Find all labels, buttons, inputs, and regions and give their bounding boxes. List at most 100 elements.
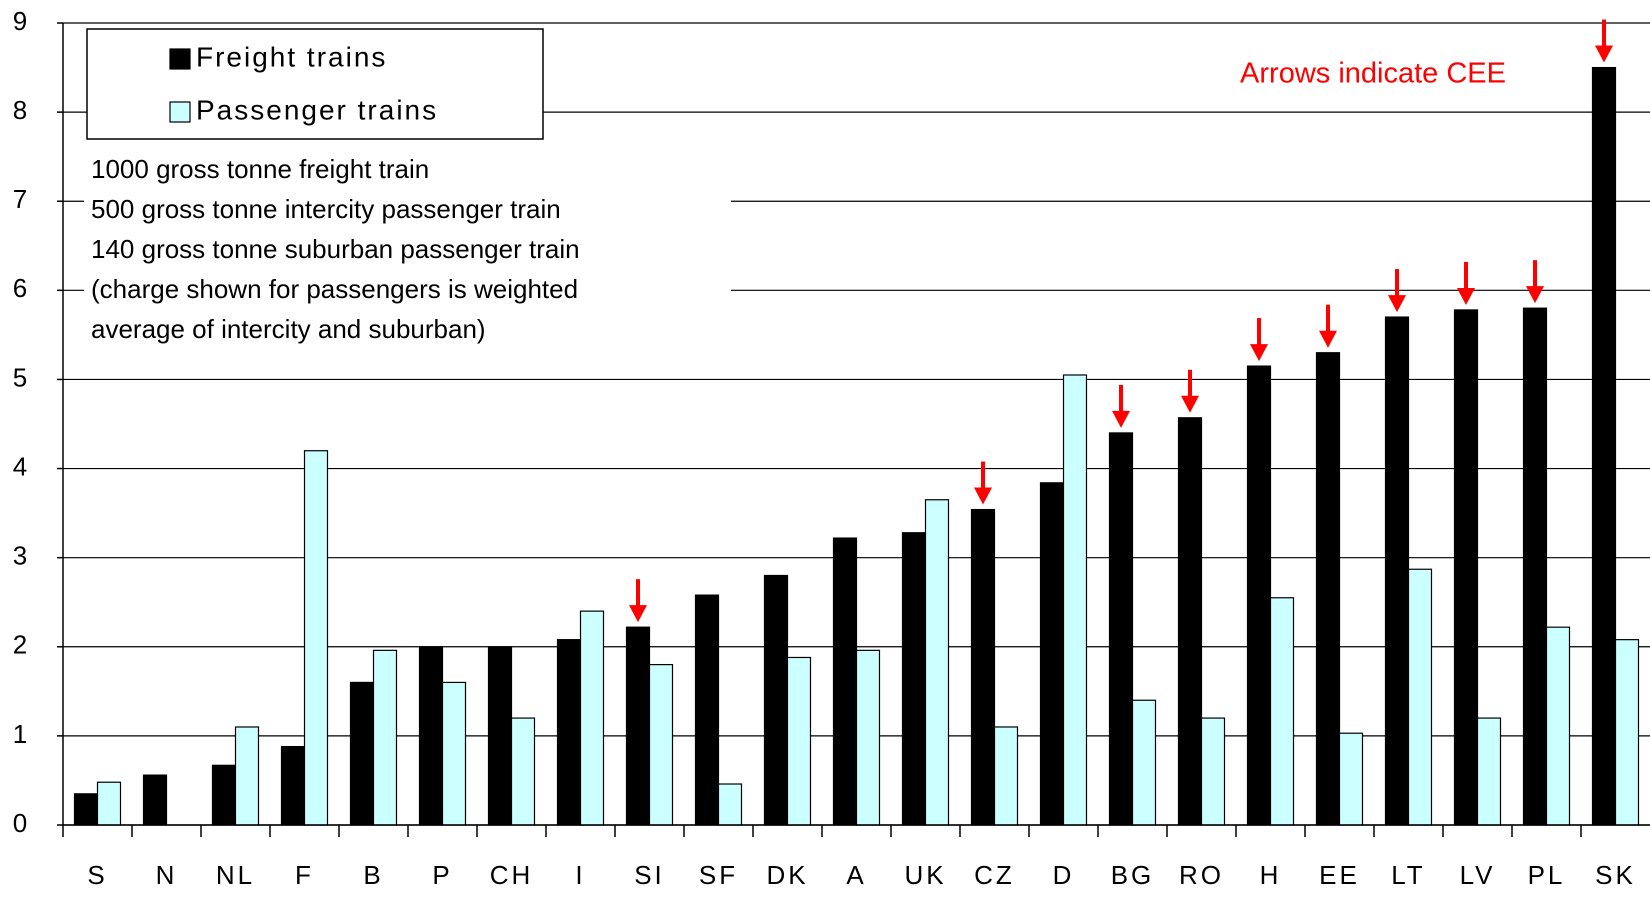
- arrow-head: [1457, 287, 1475, 305]
- x-tick-label: NL: [216, 860, 255, 890]
- note: 140 gross tonne suburban passenger train: [91, 234, 580, 264]
- bar: [579, 610, 605, 826]
- y-tick-label: 0: [13, 808, 27, 838]
- bar: [855, 649, 881, 826]
- bar: [763, 574, 789, 826]
- bar: [73, 793, 99, 826]
- bar: [1407, 568, 1433, 826]
- x-tick-label: LT: [1391, 860, 1425, 890]
- arrow-head: [1181, 395, 1199, 413]
- bar: [694, 594, 720, 826]
- x-tick-label: SI: [634, 860, 665, 890]
- x-tick-label: P: [432, 860, 452, 890]
- x-tick-label: N: [156, 860, 178, 890]
- legend-swatch: [169, 101, 191, 123]
- bar: [372, 649, 398, 826]
- bar: [924, 499, 950, 826]
- bar: [1614, 639, 1640, 826]
- annotation: Arrows indicate CEE: [1240, 58, 1506, 90]
- x-tick-label: BG: [1111, 860, 1155, 890]
- bar: [1269, 597, 1295, 826]
- bar: [1338, 732, 1364, 826]
- bar: [1591, 66, 1617, 826]
- x-tick-label: RO: [1179, 860, 1224, 890]
- bar: [1545, 626, 1571, 826]
- x-tick-label: D: [1053, 860, 1075, 890]
- bar: [1246, 365, 1272, 826]
- arrow-head: [1595, 45, 1613, 63]
- bar: [1453, 309, 1479, 826]
- x-tick-label: SF: [699, 860, 738, 890]
- x-tick-label: LV: [1460, 860, 1496, 890]
- y-tick-label: 1: [13, 719, 27, 749]
- bar: [625, 626, 651, 826]
- bar: [441, 681, 467, 826]
- note: (charge shown for passengers is weighted: [91, 274, 578, 304]
- bar: [717, 783, 743, 826]
- x-tick-label: H: [1260, 860, 1282, 890]
- bar: [1476, 717, 1502, 826]
- bar: [1177, 417, 1203, 826]
- x-tick-label: DK: [766, 860, 808, 890]
- note: average of intercity and suburban): [91, 314, 486, 344]
- bar: [303, 450, 329, 826]
- bar: [1108, 432, 1134, 826]
- x-tick-label: CH: [490, 860, 534, 890]
- arrow-head: [974, 487, 992, 505]
- x-tick-label: UK: [904, 860, 946, 890]
- bar: [211, 764, 237, 826]
- bars: [73, 66, 1640, 826]
- bar: [280, 745, 306, 826]
- x-tick-label: A: [846, 860, 866, 890]
- x-tick-label: I: [575, 860, 585, 890]
- bar: [418, 646, 444, 826]
- y-tick-label: 9: [13, 6, 27, 36]
- bar: [510, 717, 536, 826]
- bar: [993, 726, 1019, 826]
- bar: [96, 781, 122, 826]
- bar: [970, 508, 996, 826]
- bar: [142, 774, 168, 826]
- bar: [1131, 699, 1157, 826]
- arrow-head: [1526, 286, 1544, 304]
- x-tick-label: EE: [1319, 860, 1360, 890]
- legend-label: Freight trains: [196, 41, 387, 72]
- note: 1000 gross tonne freight train: [91, 154, 429, 184]
- bar: [648, 663, 674, 826]
- legend-label: Passenger trains: [196, 94, 438, 125]
- bar: [1062, 374, 1088, 826]
- bar: [786, 656, 812, 826]
- note-background: [84, 152, 731, 352]
- bar: [556, 639, 582, 826]
- legend-swatch: [169, 48, 191, 70]
- note: 500 gross tonne intercity passenger trai…: [91, 194, 561, 224]
- bar: [1039, 482, 1065, 826]
- y-tick-label: 6: [13, 273, 27, 303]
- x-tick-label: SK: [1595, 860, 1636, 890]
- bar: [349, 681, 375, 826]
- y-tick-label: 8: [13, 95, 27, 125]
- x-tick-label: S: [87, 860, 107, 890]
- y-tick-label: 2: [13, 630, 27, 660]
- y-tick-label: 7: [13, 184, 27, 214]
- bar: [901, 532, 927, 826]
- x-tick-label: B: [363, 860, 383, 890]
- bar: [1384, 316, 1410, 826]
- legend-box: [86, 28, 544, 140]
- arrow-head: [1319, 330, 1337, 348]
- bar: [1200, 717, 1226, 826]
- x-tick-label: PL: [1528, 860, 1566, 890]
- bar: [487, 646, 513, 826]
- bar: [234, 726, 260, 826]
- arrow-head: [1250, 344, 1268, 362]
- arrow-head: [1388, 295, 1406, 313]
- bar: [1522, 307, 1548, 826]
- y-tick-label: 3: [13, 541, 27, 571]
- arrow-head: [1112, 410, 1130, 428]
- y-tick-label: 4: [13, 451, 27, 481]
- bar: [832, 537, 858, 826]
- x-tick-label: F: [295, 860, 314, 890]
- x-tick-label: CZ: [974, 860, 1015, 890]
